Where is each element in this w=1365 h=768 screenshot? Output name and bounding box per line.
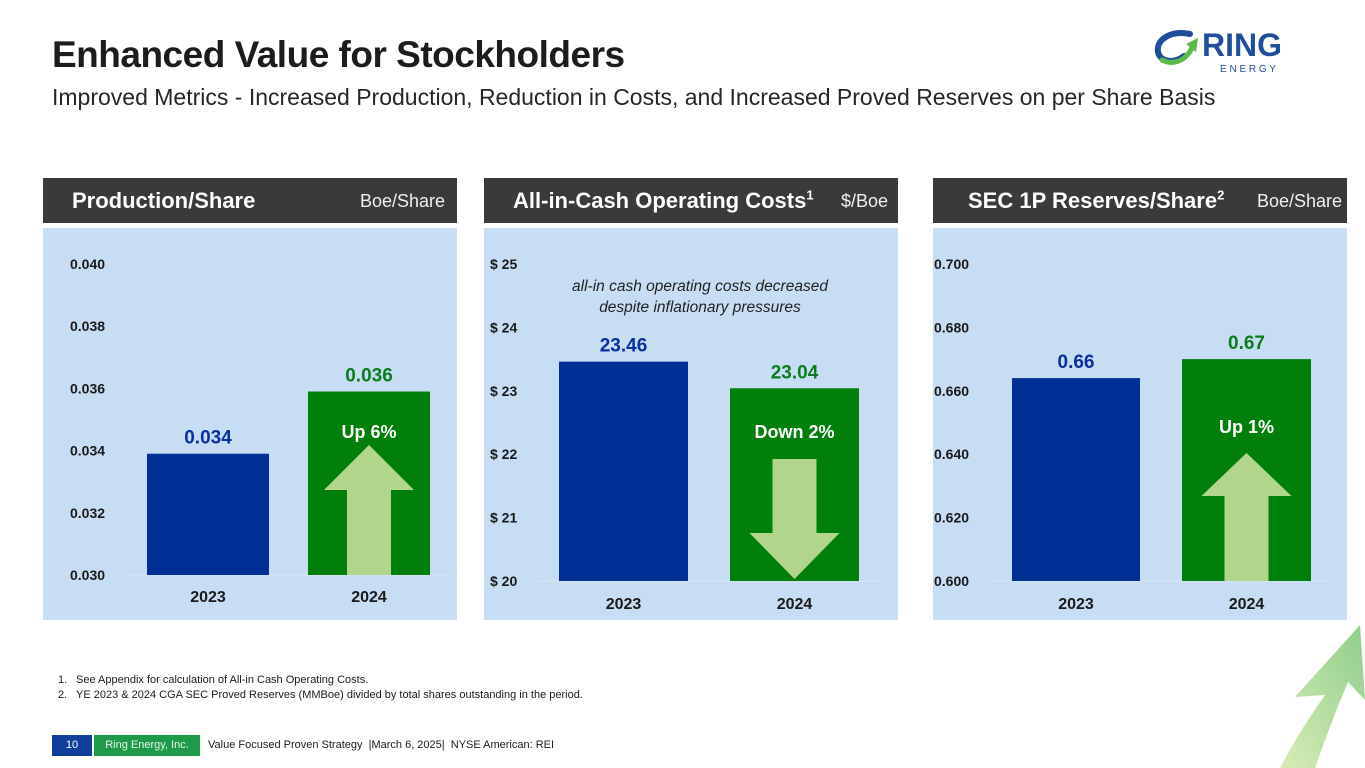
y-tick-label: 0.680 xyxy=(934,319,969,335)
x-tick-label: 2023 xyxy=(1058,596,1094,613)
panel-unit: Boe/Share xyxy=(1256,191,1342,211)
panel-header-costs: All-in-Cash Operating Costs1 $/Boe xyxy=(484,178,898,223)
change-label: Up 1% xyxy=(1219,417,1274,437)
swoosh-arrow-icon xyxy=(1154,30,1198,65)
y-tick-label: 0.640 xyxy=(934,446,969,462)
x-tick-label: 2024 xyxy=(351,589,387,606)
arrow-down-icon xyxy=(749,459,840,579)
data-label: 0.67 xyxy=(1228,333,1265,354)
data-label: 0.034 xyxy=(184,428,232,449)
data-label: 23.46 xyxy=(600,336,648,357)
x-tick-label: 2023 xyxy=(190,589,226,606)
bar-2023 xyxy=(147,453,269,575)
y-tick-label: $ 21 xyxy=(490,510,517,526)
footnotes: 1. See Appendix for calculation of All-in… xyxy=(58,673,583,703)
y-tick-label: $ 23 xyxy=(490,383,517,399)
chart-production-per-share: 0.030 0.032 0.034 0.036 0.038 0.040 0.034 2023 0… xyxy=(43,228,457,620)
y-tick-label: 0.038 xyxy=(70,318,105,334)
change-label: Up 6% xyxy=(341,422,396,442)
y-tick-label: 0.030 xyxy=(70,567,105,583)
y-tick-label: 0.040 xyxy=(70,256,105,272)
x-tick-label: 2024 xyxy=(1229,596,1265,613)
y-tick-label: 0.032 xyxy=(70,505,105,521)
chart-annotation: despite inflationary pressures xyxy=(599,299,801,316)
logo-tagline: E N E R G Y xyxy=(1220,64,1276,75)
bar-2023 xyxy=(1012,378,1140,581)
footer-text: Value Focused Proven Strategy |March 6, … xyxy=(208,739,555,751)
y-tick-label: $ 25 xyxy=(490,256,517,272)
page-title: Enhanced Value for Stockholders xyxy=(52,34,625,75)
bar-2023 xyxy=(559,361,688,581)
chart-reserves-per-share: 0.600 0.620 0.640 0.660 0.680 0.700 0.66 2023 0.… xyxy=(933,228,1347,620)
y-tick-label: 0.700 xyxy=(934,256,969,272)
y-tick-label: $ 22 xyxy=(490,446,517,462)
page-number: 10 xyxy=(52,735,92,756)
y-tick-label: $ 24 xyxy=(490,319,517,335)
panel-header-production: Production/Share Boe/Share xyxy=(43,178,457,223)
panel-title: All-in-Cash Operating Costs1 xyxy=(513,187,814,213)
y-tick-label: 0.036 xyxy=(70,380,105,396)
footnote: 1. See Appendix for calculation of All-in… xyxy=(58,674,369,686)
decorative-arrow-icon xyxy=(1280,625,1365,768)
panel-title: Production/Share xyxy=(72,188,256,213)
panel-unit: Boe/Share xyxy=(359,191,445,211)
chart-annotation: all-in cash operating costs decreased xyxy=(572,278,829,295)
data-label: 0.66 xyxy=(1058,352,1095,373)
chart-operating-costs: $ 20 $ 21 $ 22 $ 23 $ 24 $ 25 23.46 2023 23.04 20… xyxy=(484,228,898,620)
arrow-up-icon xyxy=(324,445,414,575)
footer-company: Ring Energy, Inc. xyxy=(94,735,200,756)
panel-unit: $/Boe xyxy=(840,191,888,211)
arrow-up-icon xyxy=(1201,453,1292,581)
footnote: 2. YE 2023 & 2024 CGA SEC Proved Reserves… xyxy=(58,689,583,701)
data-label: 23.04 xyxy=(771,362,819,383)
company-logo: RING E N E R G Y xyxy=(1154,27,1282,75)
page-subtitle: Improved Metrics - Increased Production,… xyxy=(52,84,1216,110)
panel-header-reserves: SEC 1P Reserves/Share2 Boe/Share xyxy=(933,178,1347,223)
chart-svg-costs: $ 20 $ 21 $ 22 $ 23 $ 24 $ 25 23.46 2023 23.04 20… xyxy=(490,256,879,613)
change-label: Down 2% xyxy=(754,422,834,442)
x-tick-label: 2024 xyxy=(777,596,813,613)
panel-title: SEC 1P Reserves/Share2 xyxy=(968,187,1225,213)
y-tick-label: 0.600 xyxy=(934,573,969,589)
data-label: 0.036 xyxy=(345,366,393,387)
chart-svg-production: 0.030 0.032 0.034 0.036 0.038 0.040 0.034 2023 0… xyxy=(70,256,450,606)
y-tick-label: $ 20 xyxy=(490,573,517,589)
y-tick-label: 0.620 xyxy=(934,510,969,526)
y-tick-label: 0.660 xyxy=(934,383,969,399)
logo-wordmark: RING xyxy=(1202,27,1282,63)
chart-svg-reserves: 0.600 0.620 0.640 0.660 0.680 0.700 0.66 2023 0.… xyxy=(934,256,1331,613)
y-tick-label: 0.034 xyxy=(70,443,105,459)
x-tick-label: 2023 xyxy=(606,596,642,613)
